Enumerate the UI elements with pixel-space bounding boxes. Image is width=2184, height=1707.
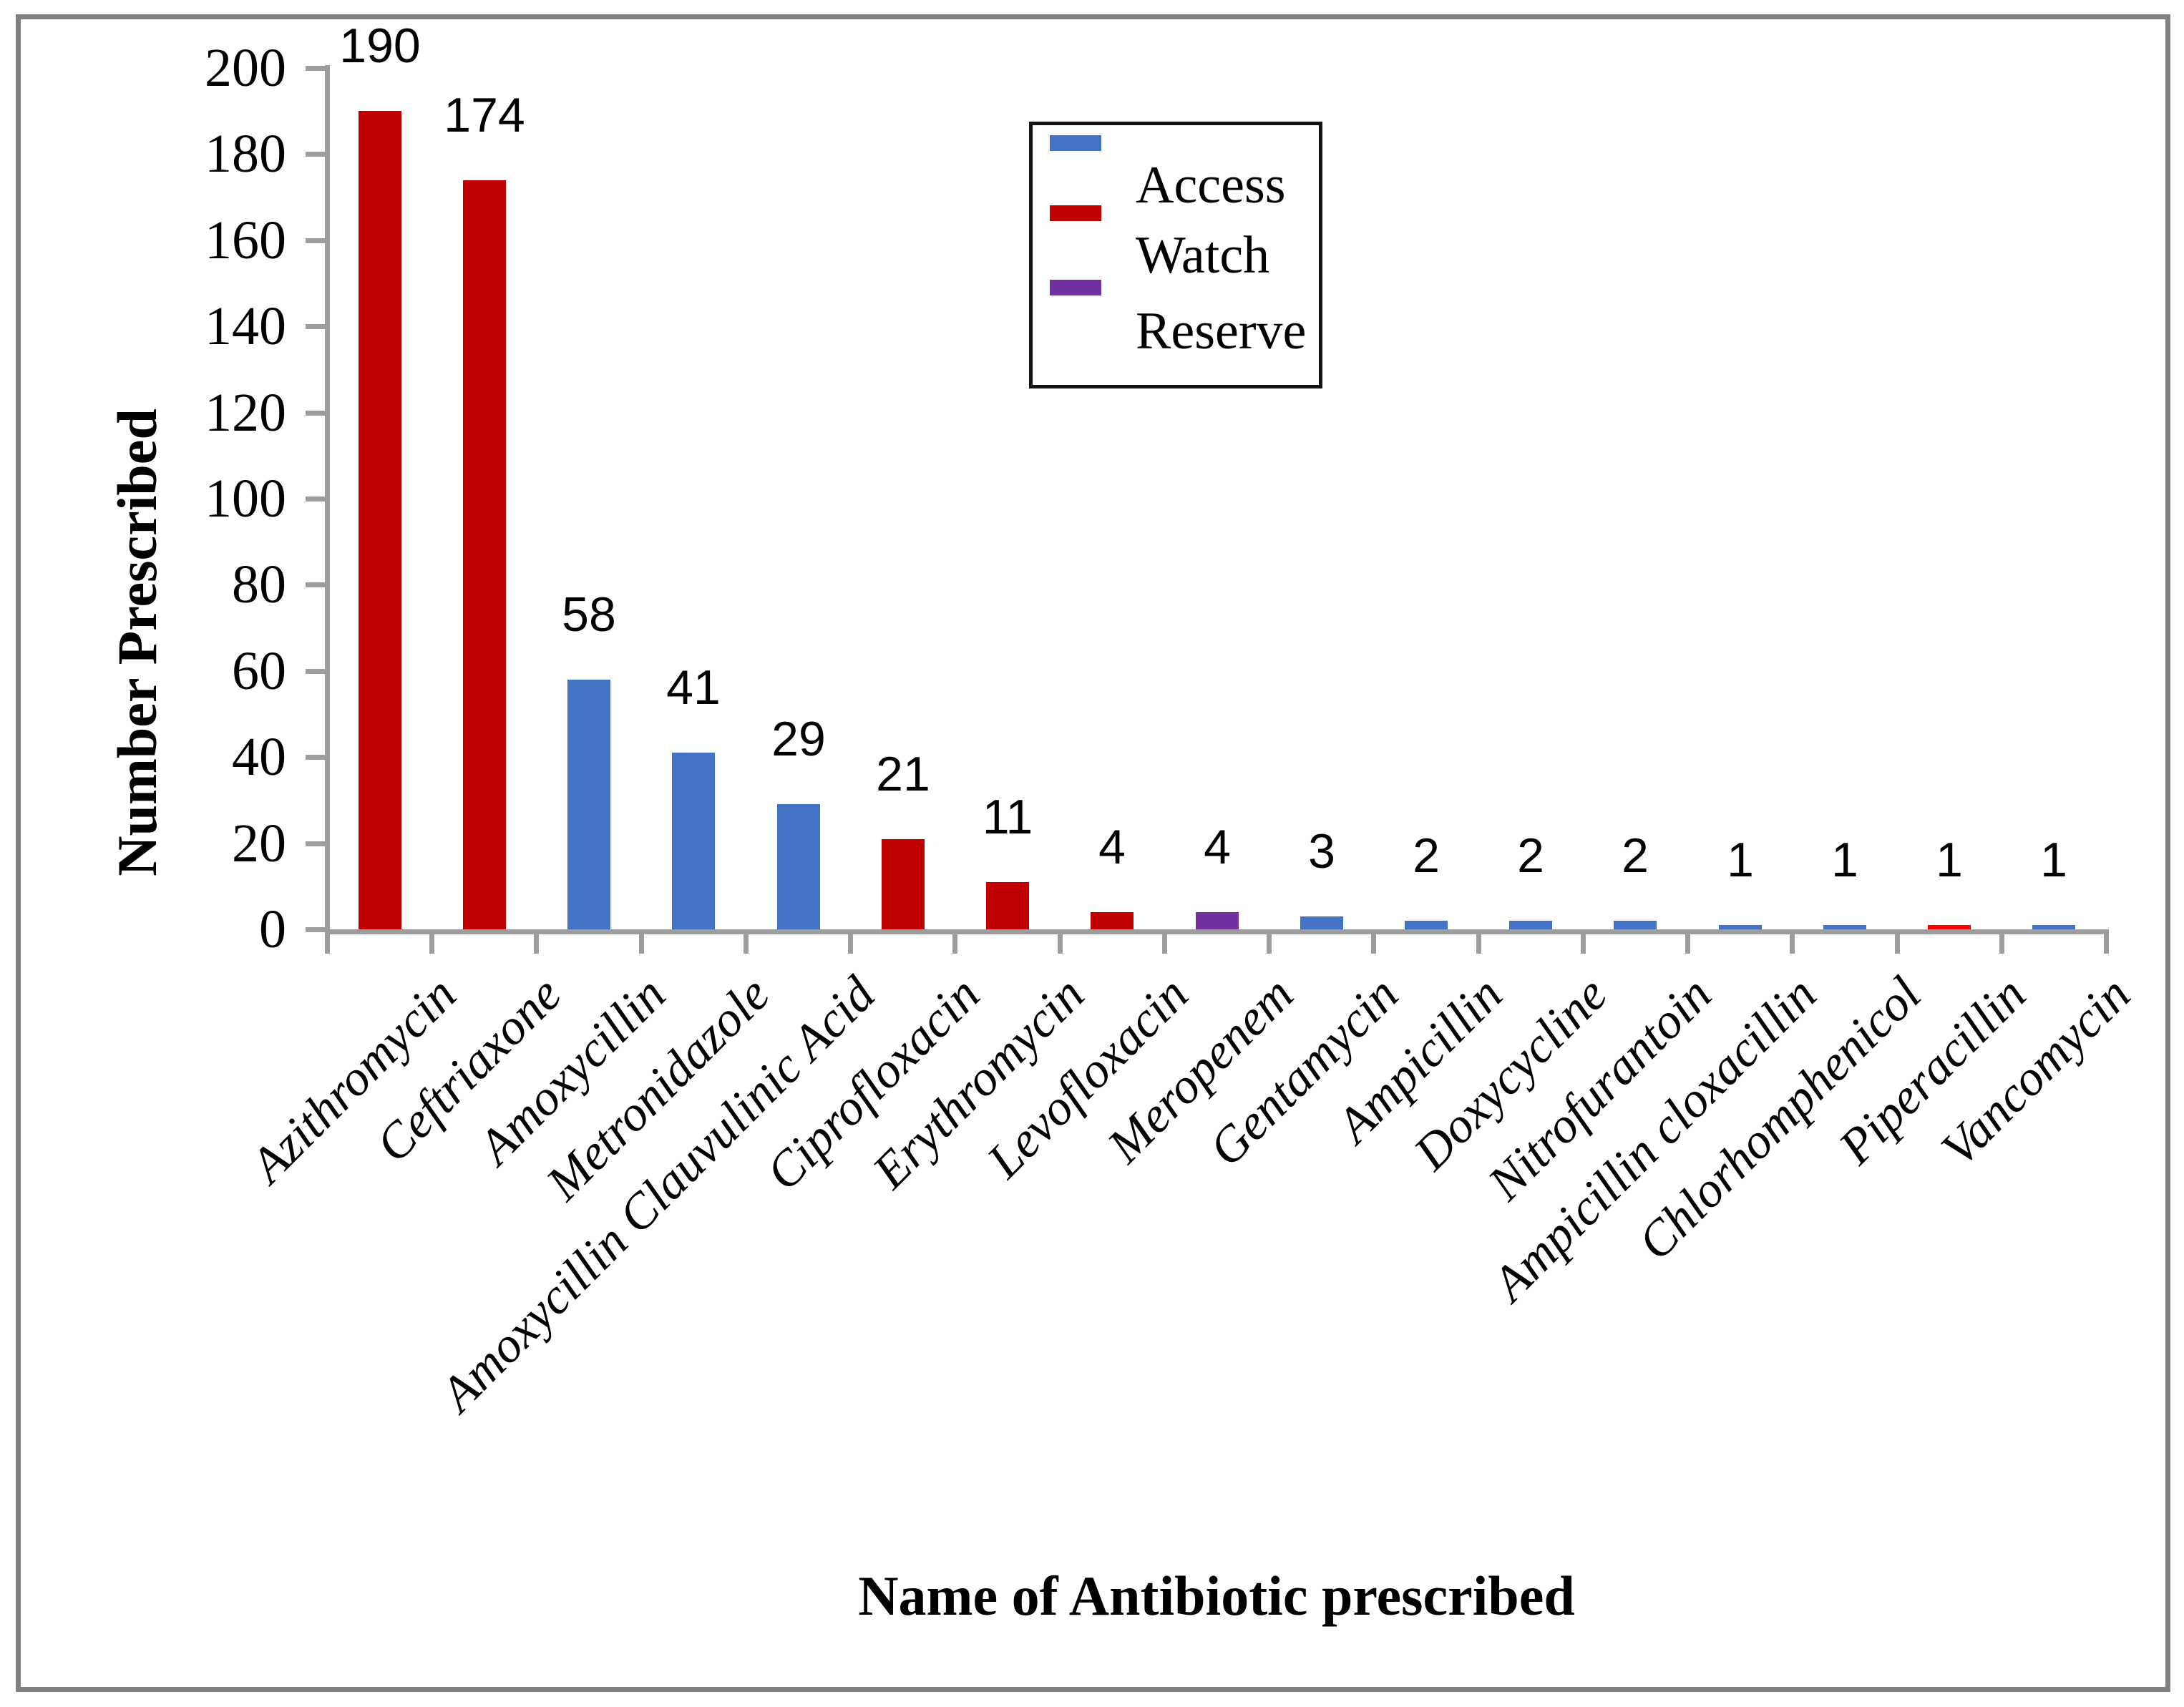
- y-tick-label: 180: [205, 124, 286, 184]
- x-axis-tick: [1895, 934, 1900, 954]
- x-axis-tick: [1685, 934, 1690, 954]
- bar-piperacillin: [1928, 925, 1971, 929]
- bar-doxycycline: [1509, 921, 1552, 929]
- y-tick-label: 120: [205, 383, 286, 443]
- bar-value-label: 1: [2040, 833, 2067, 887]
- bar-amoxycillin: [567, 680, 610, 929]
- bar-metronidazole: [672, 753, 715, 929]
- bar-meropenem: [1196, 912, 1239, 929]
- y-tick-label: 140: [205, 296, 286, 356]
- bar-value-label: 21: [876, 747, 930, 801]
- x-axis-tick: [1267, 934, 1272, 954]
- x-axis-tick: [429, 934, 434, 954]
- bar-value-label: 2: [1622, 828, 1649, 883]
- x-axis-tick: [1581, 934, 1586, 954]
- bar-erythromycin: [986, 882, 1029, 929]
- y-axis-tick: [306, 927, 325, 932]
- x-axis-tick: [2104, 934, 2109, 954]
- x-axis-title: Name of Antibiotic prescribed: [858, 1565, 1575, 1627]
- legend-swatch-reserve: [1050, 280, 1101, 295]
- x-axis-tick: [1476, 934, 1481, 954]
- bar-value-label: 29: [771, 712, 826, 766]
- y-axis-tick: [306, 755, 325, 760]
- y-axis-tick: [306, 669, 325, 674]
- legend-swatch-watch: [1050, 205, 1101, 221]
- bar-levofloxacin: [1091, 912, 1134, 929]
- x-axis-tick: [744, 934, 749, 954]
- legend-label-watch: Watch: [1136, 226, 1270, 285]
- y-tick-label: 40: [232, 727, 286, 787]
- y-tick-label: 160: [205, 210, 286, 270]
- bar-value-label: 11: [982, 790, 1033, 844]
- bar-value-label: 41: [666, 660, 721, 715]
- y-tick-label: 60: [232, 641, 286, 701]
- bar-azithromycin: [359, 111, 401, 929]
- bar-value-label: 1: [1727, 833, 1754, 887]
- bar-value-label: 58: [562, 587, 616, 642]
- y-tick-label: 20: [232, 813, 286, 874]
- x-axis-line: [325, 929, 2109, 934]
- x-axis-tick: [848, 934, 853, 954]
- y-axis-tick: [306, 841, 325, 846]
- x-axis-tick: [952, 934, 957, 954]
- y-axis-title: Number Prescribed: [106, 409, 168, 876]
- x-axis-tick: [1999, 934, 2004, 954]
- y-tick-label: 80: [232, 554, 286, 615]
- legend-swatch-access: [1050, 135, 1101, 151]
- bar-nitrofurantoin: [1614, 921, 1657, 929]
- legend-label-access: Access: [1136, 156, 1286, 215]
- y-axis-tick: [306, 582, 325, 587]
- x-axis-tick: [534, 934, 539, 954]
- y-axis-tick: [306, 324, 325, 329]
- x-axis-tick: [1371, 934, 1376, 954]
- bar-value-label: 4: [1204, 820, 1231, 874]
- bar-value-label: 1: [1936, 833, 1963, 887]
- bar-ciprofloxacin: [882, 839, 925, 929]
- x-axis-tick: [639, 934, 644, 954]
- bar-value-label: 3: [1308, 824, 1335, 879]
- legend-label-reserve: Reserve: [1136, 302, 1307, 361]
- y-tick-label: 0: [259, 899, 286, 959]
- y-axis-line: [325, 65, 330, 934]
- y-axis-tick: [306, 238, 325, 243]
- bar-chlorhomphenicol: [1823, 925, 1866, 929]
- y-axis-tick: [306, 152, 325, 157]
- bar-ampicillin: [1405, 921, 1448, 929]
- bar-value-label: 2: [1517, 828, 1544, 883]
- y-tick-label: 100: [205, 469, 286, 529]
- figure-border: [16, 14, 2170, 1692]
- bar-ceftriaxone: [463, 180, 506, 929]
- x-axis-tick: [1058, 934, 1063, 954]
- bar-value-label: 174: [444, 88, 525, 142]
- bar-value-label: 190: [339, 19, 421, 73]
- y-axis-tick: [306, 497, 325, 502]
- x-axis-tick: [325, 934, 330, 954]
- bar-vancomycin: [2032, 925, 2075, 929]
- bar-amoxycillin-clauvulinic-acid: [777, 804, 820, 929]
- bar-value-label: 2: [1413, 828, 1440, 883]
- x-axis-tick: [1162, 934, 1167, 954]
- y-axis-tick: [306, 411, 325, 416]
- y-axis-tick: [306, 66, 325, 71]
- bar-value-label: 1: [1831, 833, 1858, 887]
- bar-gentamycin: [1300, 916, 1343, 929]
- bar-value-label: 4: [1098, 820, 1126, 874]
- legend: Access Watch Reserve: [1029, 122, 1322, 388]
- x-axis-tick: [1790, 934, 1795, 954]
- y-tick-label: 200: [205, 38, 286, 98]
- bar-ampicillin-cloxacillin: [1719, 925, 1762, 929]
